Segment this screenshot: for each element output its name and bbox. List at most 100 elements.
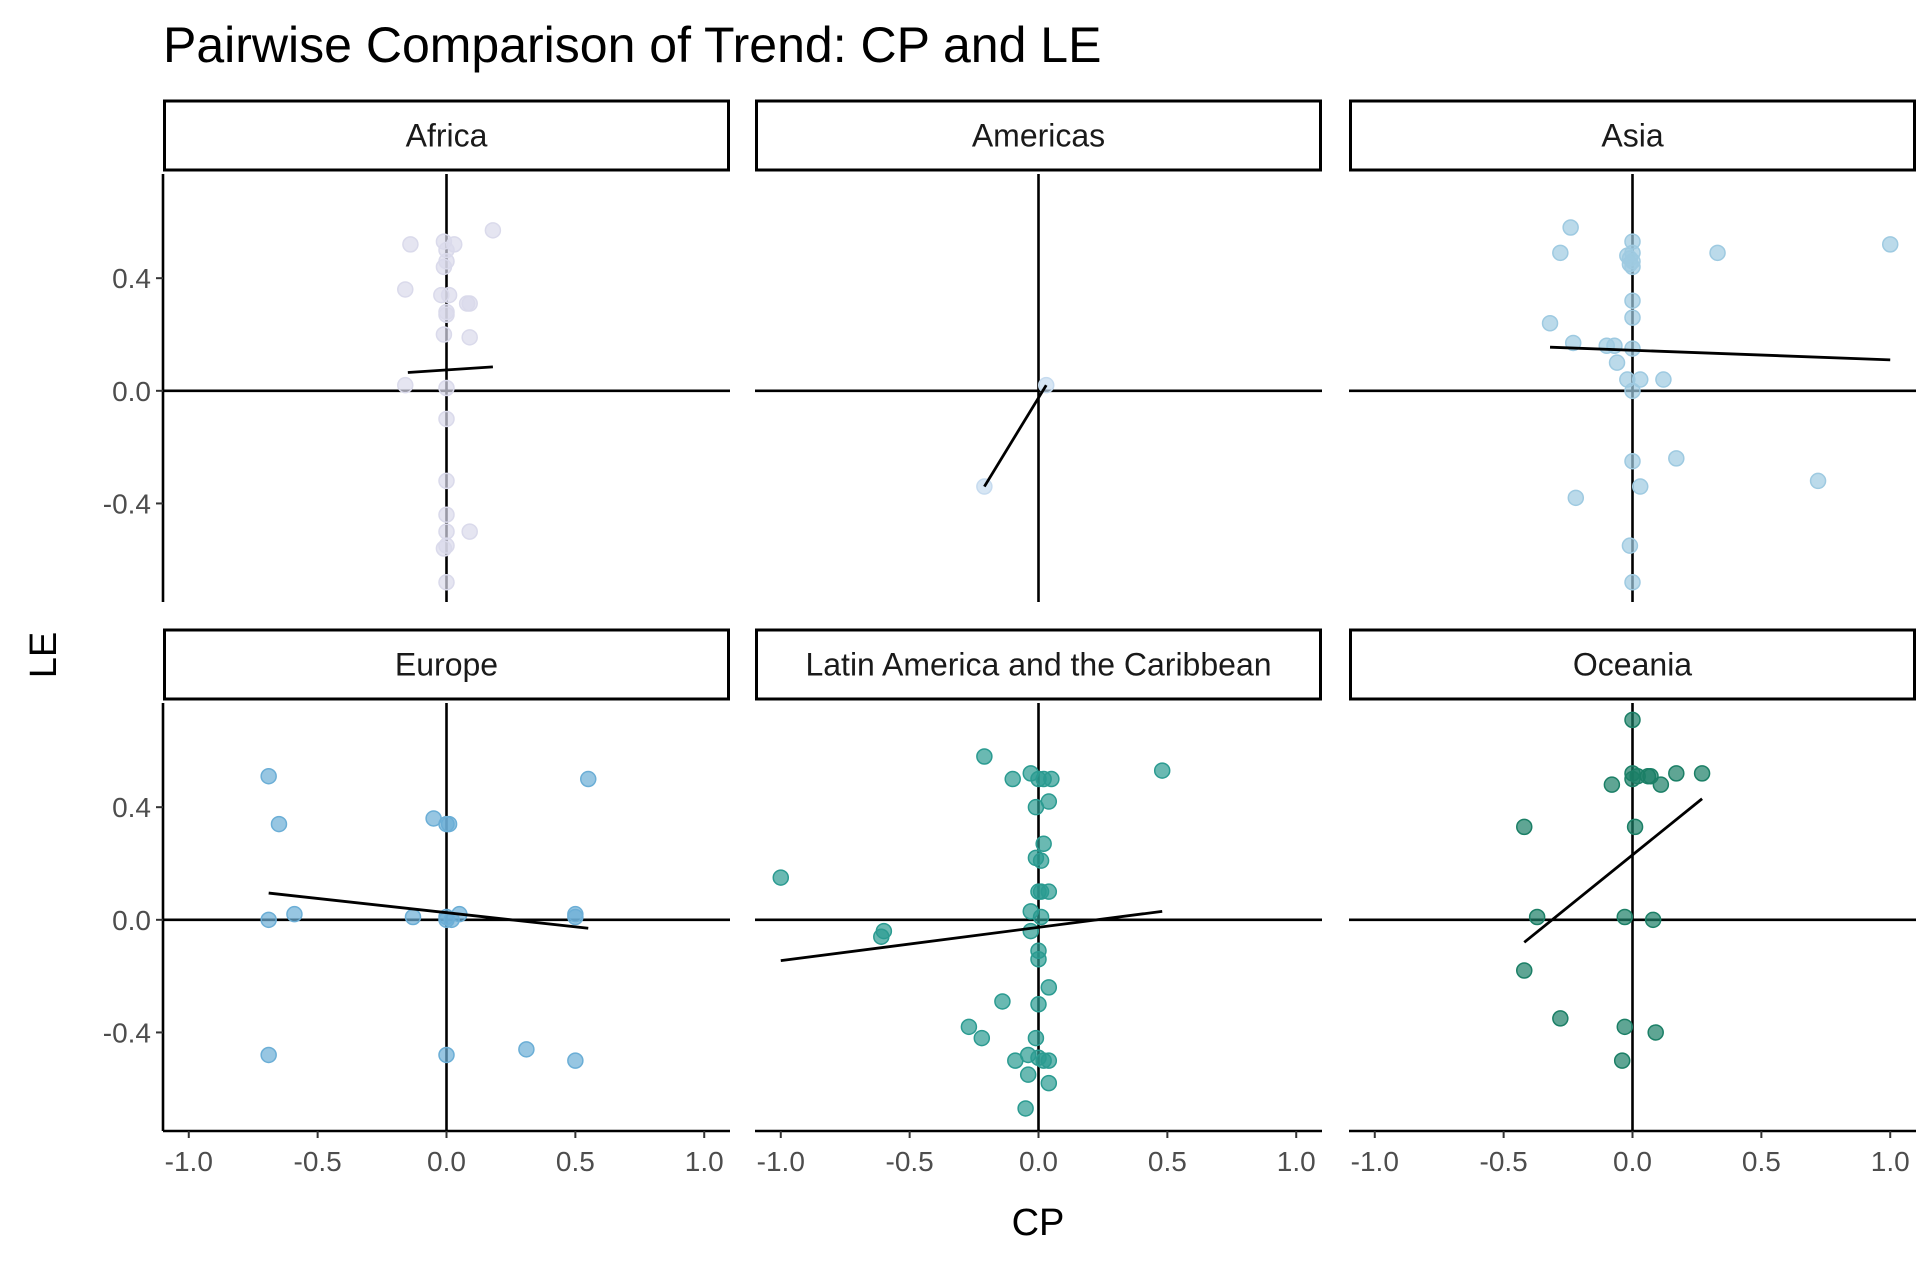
data-point (1624, 452, 1641, 470)
data-point (1035, 835, 1052, 853)
data-point (1652, 776, 1670, 793)
x-tick-label: 0.0 (1613, 1146, 1652, 1177)
data-point (1624, 292, 1641, 309)
data-point (286, 905, 303, 923)
data-point (270, 815, 288, 833)
data-point (438, 379, 455, 397)
x-tick-label: 0.5 (1148, 1146, 1187, 1177)
x-tick-label: -1.0 (165, 1146, 213, 1177)
data-point (1616, 908, 1634, 926)
x-tick-label: 1.0 (1871, 1146, 1910, 1177)
data-point (440, 286, 458, 304)
data-point (1040, 883, 1058, 900)
x-tick-label: -0.5 (294, 1146, 342, 1177)
x-tick-label: 0.5 (556, 1146, 595, 1177)
trend-line (268, 891, 589, 930)
data-point (1528, 908, 1546, 926)
data-point (1032, 908, 1050, 926)
data-point (1153, 762, 1171, 779)
data-point (1032, 852, 1050, 869)
data-point (1004, 770, 1021, 788)
data-point (1621, 537, 1639, 554)
y-tick-label: 0.0 (112, 905, 151, 936)
facet-strip (163, 99, 730, 172)
facet-strip-label: Asia (1601, 118, 1663, 154)
data-point (1693, 765, 1711, 782)
points-africa (397, 222, 502, 591)
trend-line (1523, 797, 1703, 944)
data-point (1624, 382, 1641, 400)
data-point (973, 1029, 991, 1047)
data-point (1017, 1100, 1034, 1117)
points-asia (1541, 219, 1899, 591)
x-tick-label: 0.0 (427, 1146, 466, 1177)
data-point (440, 815, 458, 833)
points-latin-america-and-the-caribbean (772, 748, 1171, 1117)
data-point (438, 253, 455, 270)
data-point (397, 281, 414, 298)
data-point (397, 376, 414, 394)
x-tick-label: -1.0 (1351, 1146, 1399, 1177)
data-point (1626, 818, 1644, 836)
data-point (518, 1041, 535, 1058)
y-tick-label: 0.4 (112, 792, 151, 823)
data-point (435, 540, 453, 557)
data-point (772, 869, 790, 886)
data-point (445, 236, 463, 253)
data-point (438, 523, 455, 540)
data-point (1562, 219, 1579, 236)
data-point (1040, 1074, 1058, 1092)
data-point (1647, 1024, 1664, 1041)
data-point (1668, 450, 1685, 467)
trend-line (1549, 345, 1891, 362)
trend-line (983, 384, 1048, 488)
y-axis-title: LE (23, 632, 65, 678)
data-point (580, 770, 597, 788)
data-point (1040, 979, 1058, 996)
data-point (435, 326, 453, 343)
data-point (1019, 1066, 1037, 1083)
facet-panels: Africa -0.4 0.0 0.4 Americas Asia Europe -0.4 0.… (103, 99, 1916, 1177)
data-point (1027, 798, 1045, 816)
data-point (1631, 371, 1649, 388)
data-point (438, 472, 455, 490)
facet-strip (1349, 628, 1916, 701)
facet-europe: Europe -0.4 0.0 0.4 -1.0 -0.5 0.0 0.5 1.0 (103, 628, 730, 1177)
x-tick-label: 1.0 (1277, 1146, 1316, 1177)
data-point (1030, 996, 1047, 1013)
data-point (1040, 1052, 1058, 1069)
data-point (1043, 770, 1060, 788)
data-point (1809, 472, 1827, 490)
data-point (1668, 765, 1685, 782)
data-point (1022, 922, 1040, 940)
points-oceania (1516, 711, 1711, 1069)
facet-asia: Asia (1349, 99, 1916, 602)
data-point (1624, 309, 1641, 326)
chart-title: Pairwise Comparison of Trend: CP and LE (163, 17, 1101, 73)
data-point (1655, 371, 1672, 388)
facet-strip-label: Europe (395, 647, 498, 683)
data-point (404, 908, 422, 926)
data-point (1030, 950, 1047, 968)
x-tick-label: -0.5 (886, 1146, 934, 1177)
data-point (484, 222, 502, 239)
x-tick-label: -0.5 (1480, 1146, 1528, 1177)
facet-latin-america-and-the-caribbean: Latin America and the Caribbean -1.0 -0.5 0… (755, 628, 1322, 1177)
y-tick-label: 0.4 (112, 263, 151, 294)
y-tick-label: -0.4 (103, 488, 151, 519)
data-point (1624, 770, 1641, 788)
data-point (567, 908, 584, 926)
facet-strip (163, 628, 730, 701)
facet-strip-label: Africa (406, 118, 488, 154)
facet-americas: Americas (755, 99, 1322, 602)
points-europe (260, 767, 597, 1069)
data-point (461, 329, 478, 346)
data-point (260, 767, 277, 785)
data-point (1624, 711, 1641, 729)
data-point (438, 506, 455, 523)
data-point (1552, 1010, 1569, 1027)
data-point (461, 523, 478, 540)
data-point (1552, 244, 1569, 262)
x-axis-title: CP (1012, 1202, 1065, 1244)
